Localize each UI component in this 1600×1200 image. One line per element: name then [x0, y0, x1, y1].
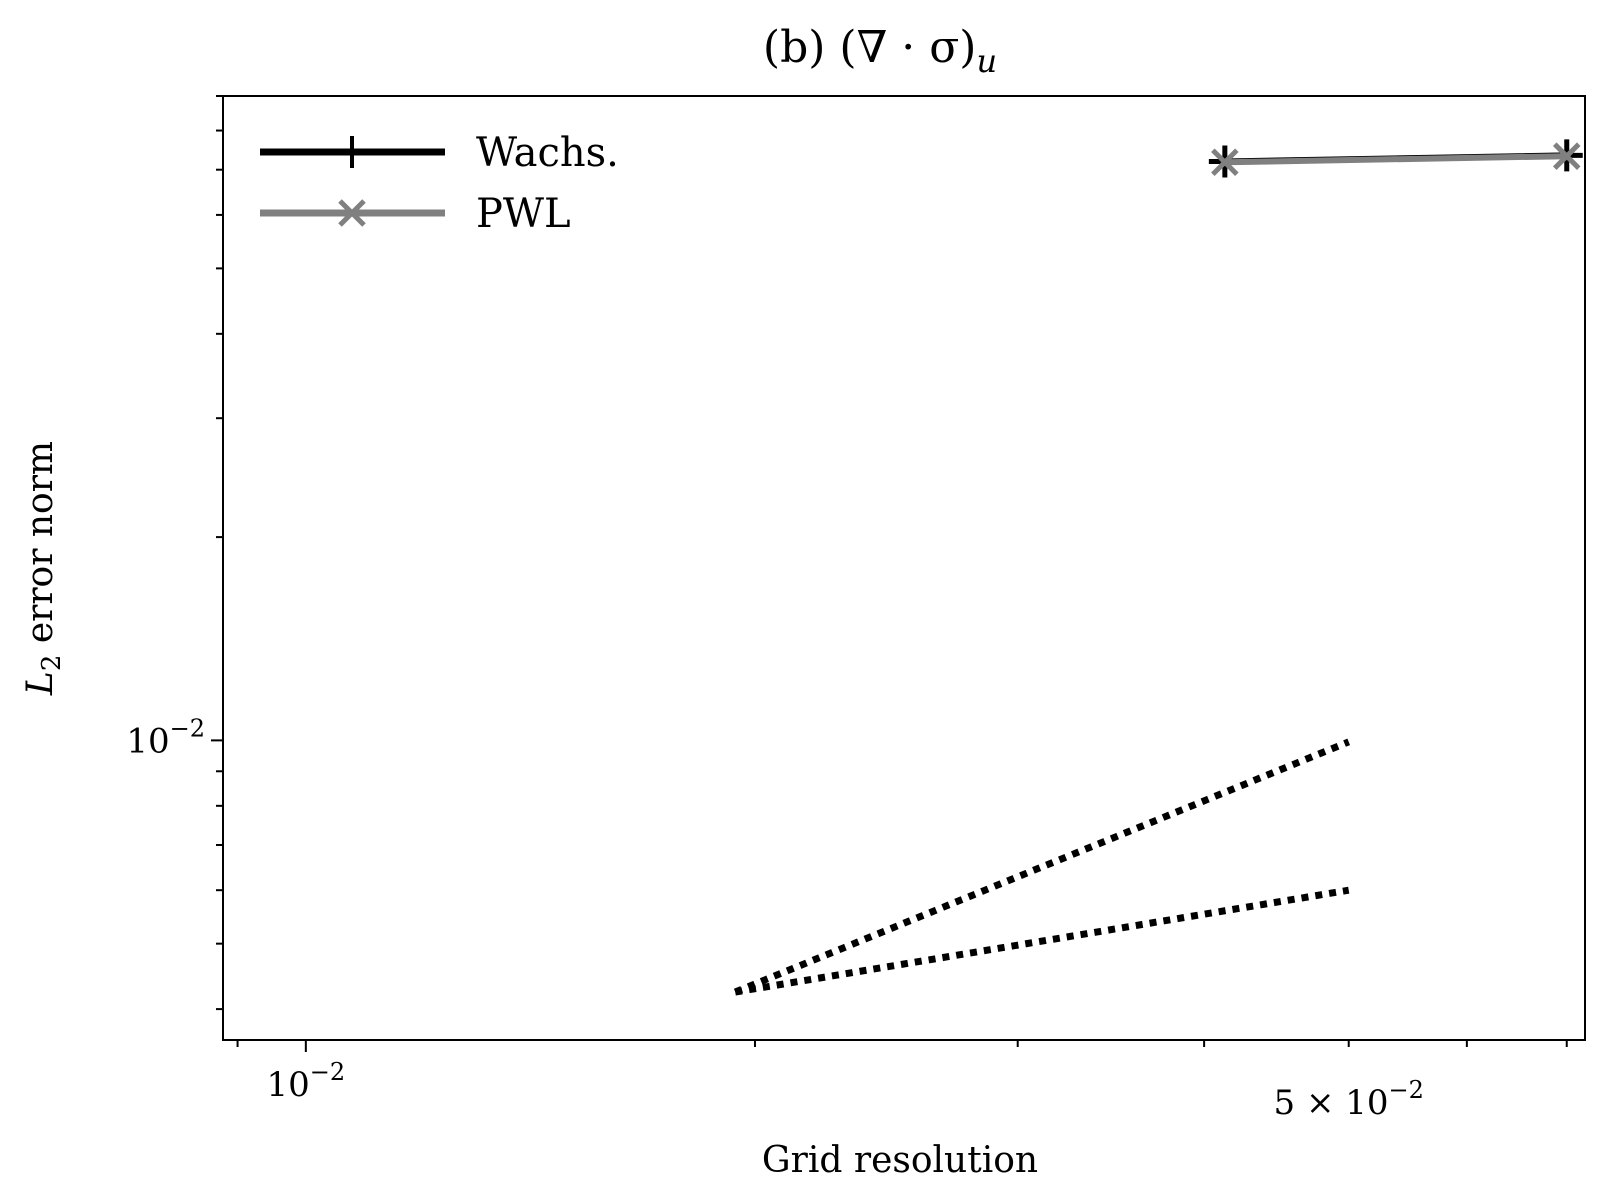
legend-label-wachs: Wachs.: [476, 130, 619, 176]
plot-area: [222, 95, 1586, 1041]
y-axis-label-l: L: [20, 671, 61, 696]
chart-title-subscript: u: [976, 42, 997, 80]
reference-lines: [733, 738, 1351, 996]
axis-ticks: [211, 95, 1568, 1052]
tick-labels: 10−25 × 10−210−2: [126, 714, 1424, 1123]
chart-title-main: (b) (∇ · σ): [763, 22, 977, 73]
series-layer: [1208, 139, 1583, 178]
x-tick-label: 10−2: [267, 1058, 346, 1105]
x-tick-label-base: 5 × 10: [1274, 1083, 1389, 1123]
y-axis-label-subscript: 2: [37, 655, 67, 672]
x-tick-label: 5 × 10−2: [1274, 1076, 1424, 1123]
y-tick-label-exp: −2: [170, 714, 205, 742]
legend: Wachs. PWL: [260, 130, 619, 237]
legend-label-pwl: PWL: [476, 191, 571, 237]
series-line: [1224, 153, 1567, 166]
data-point: [1552, 142, 1581, 170]
y-axis-label: L2 error norm: [20, 441, 67, 696]
x-axis-label: Grid resolution: [762, 1140, 1038, 1181]
x-tick-label-base: 10: [267, 1065, 310, 1105]
reference-line: [734, 886, 1350, 996]
data-point: [1211, 148, 1239, 177]
x-tick-label-exp: −2: [1389, 1076, 1424, 1104]
x-tick-label-exp: −2: [310, 1058, 345, 1086]
reference-line: [733, 738, 1351, 996]
y-axis-label-rest: error norm: [20, 441, 61, 655]
chart-title: (b) (∇ · σ)u: [763, 22, 997, 80]
legend-marker-x: [338, 199, 366, 227]
y-tick-label-base: 10: [126, 721, 169, 761]
y-tick-label: 10−2: [126, 714, 205, 761]
